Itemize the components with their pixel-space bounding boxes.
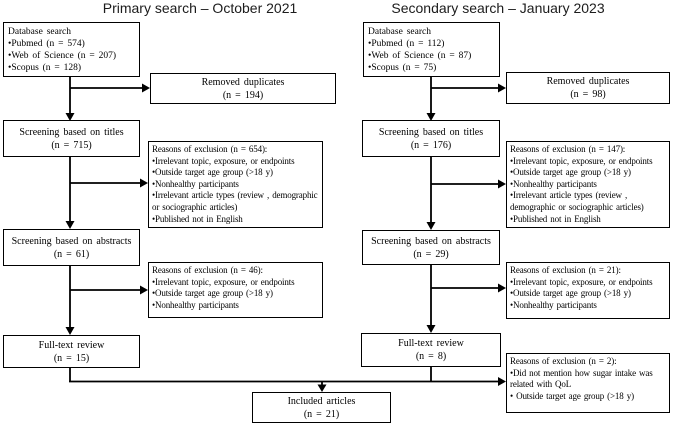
arrow-secondary-titles-exclusion — [431, 179, 506, 189]
arrow-primary-abstracts-to-fulltext — [65, 266, 75, 335]
bullet-item: •Scopus (n = 75) — [368, 63, 437, 73]
box-line: (n = 8) — [415, 351, 447, 362]
box-line: Removed duplicates — [546, 76, 630, 87]
bullet-item: •Outside target age group (>18 y) — [152, 288, 273, 299]
box-heading: Reasons of exclusion (n = 2): — [510, 356, 617, 366]
primary-screening-abstracts-box: Screening based on abstracts (n = 61) — [3, 229, 140, 266]
arrow-secondary-to-duplicates — [431, 83, 506, 93]
arrow-secondary-abstracts-to-fulltext — [426, 265, 436, 333]
arrow-primary-titles-exclusion — [70, 178, 148, 188]
primary-search-title: Primary search – October 2021 — [102, 0, 298, 16]
box-line: (n = 21) — [303, 408, 340, 420]
secondary-abstracts-exclusion-box: Reasons of exclusion (n = 21): •Irreleva… — [506, 262, 670, 319]
bullet-item: •Did not mention how sugar intake was re… — [510, 367, 653, 390]
box-line: (n = 61) — [53, 248, 90, 260]
primary-removed-duplicates-box: Removed duplicates (n = 194) — [150, 73, 336, 104]
bullet-item: •Outside target age group (>18 y) — [510, 288, 631, 299]
bullet-item: •Outside target age group (>18 y) — [510, 167, 631, 178]
box-line: (n = 98) — [570, 89, 606, 100]
box-line: (n = 15) — [53, 352, 90, 364]
box-line: (n = 194) — [222, 89, 264, 101]
box-heading: Database search — [8, 27, 71, 37]
secondary-titles-exclusion-box: Reasons of exclusion (n = 147): •Irrelev… — [506, 141, 670, 229]
box-line: (n = 29) — [413, 248, 449, 260]
bullet-item: •Irrelevant topic, exposure, or endpoint… — [510, 155, 653, 166]
box-line: Full-text review — [38, 339, 105, 351]
box-line: Full-text review — [398, 338, 464, 349]
arrow-primary-to-duplicates — [70, 83, 150, 93]
bullet-item: •Nonhealthy participants — [510, 299, 597, 310]
primary-abstracts-exclusion-box: Reasons of exclusion (n = 46): •Irreleva… — [148, 262, 323, 318]
bullet-item: •Irrelevant article types (review , demo… — [510, 190, 644, 212]
box-heading: Reasons of exclusion (n = 147): — [510, 144, 626, 154]
primary-screening-titles-box: Screening based on titles (n = 715) — [3, 120, 140, 157]
bullet-item: •Web of Science (n = 207) — [8, 51, 117, 61]
secondary-screening-abstracts-box: Screening based on abstracts (n = 29) — [362, 230, 500, 265]
box-line: (n = 176) — [410, 139, 452, 151]
secondary-search-title: Secondary search – January 2023 — [391, 0, 605, 16]
bullet-item: •Irrelevant article types (review , demo… — [152, 190, 318, 212]
arrow-primary-abstracts-exclusion — [70, 285, 148, 295]
bullet-item: •Published not in English — [510, 213, 601, 224]
primary-titles-exclusion-box: Reasons of exclusion (n = 654): •Irrelev… — [148, 141, 323, 229]
bullet-item: •Irrelevant topic, exposure, or endpoint… — [152, 276, 295, 287]
secondary-database-search-box: Database search •Pubmed (n = 112) •Web o… — [363, 22, 500, 77]
bullet-item: •Nonhealthy participants — [152, 178, 239, 189]
box-line: (n = 715) — [51, 139, 92, 151]
bullet-item: •Pubmed (n = 574) — [8, 39, 85, 49]
bullet-item: •Pubmed (n = 112) — [368, 39, 445, 49]
bullet-item: •Published not in English — [152, 213, 243, 224]
bullet-item: •Scopus (n = 128) — [8, 63, 82, 73]
secondary-removed-duplicates-box: Removed duplicates (n = 98) — [506, 72, 670, 104]
box-line: Screening based on abstracts — [11, 235, 132, 247]
arrow-secondary-db-to-titles — [426, 77, 436, 121]
box-line: Removed duplicates — [201, 76, 285, 88]
arrow-secondary-abstracts-exclusion — [431, 283, 506, 293]
primary-fulltext-review-box: Full-text review (n = 15) — [3, 335, 140, 368]
arrow-primary-titles-to-abstracts — [65, 157, 75, 229]
box-line: Screening based on titles — [378, 126, 484, 138]
secondary-fulltext-exclusion-box: Reasons of exclusion (n = 2): •Did not m… — [506, 353, 670, 413]
box-line: Included articles — [287, 395, 356, 407]
box-line: Screening based on titles — [19, 126, 124, 138]
box-heading: Database search — [368, 27, 431, 37]
arrow-secondary-titles-to-abstracts — [426, 157, 436, 230]
bullet-item: •Nonhealthy participants — [510, 178, 597, 189]
secondary-fulltext-review-box: Full-text review (n = 8) — [361, 333, 501, 367]
bullet-item: •Irrelevant topic, exposure, or endpoint… — [152, 155, 295, 166]
box-line: Screening based on abstracts — [371, 235, 491, 247]
bullet-item: • Outside target age group (>18 y) — [510, 390, 634, 401]
included-articles-box: Included articles (n = 21) — [252, 392, 391, 423]
box-heading: Reasons of exclusion (n = 46): — [152, 265, 263, 275]
bullet-item: •Irrelevant topic, exposure, or endpoint… — [510, 276, 653, 287]
bullet-item: •Web of Science (n = 87) — [368, 51, 472, 61]
bullet-item: •Outside target age group (>18 y) — [152, 167, 273, 178]
bullet-item: •Nonhealthy participants — [152, 299, 239, 310]
arrow-merge-junction — [69, 367, 506, 392]
box-heading: Reasons of exclusion (n = 654): — [152, 144, 268, 154]
secondary-screening-titles-box: Screening based on titles (n = 176) — [362, 120, 500, 157]
primary-database-search-box: Database search •Pubmed (n = 574) •Web o… — [3, 22, 140, 77]
box-heading: Reasons of exclusion (n = 21): — [510, 265, 621, 275]
arrow-primary-db-to-titles — [65, 77, 75, 121]
